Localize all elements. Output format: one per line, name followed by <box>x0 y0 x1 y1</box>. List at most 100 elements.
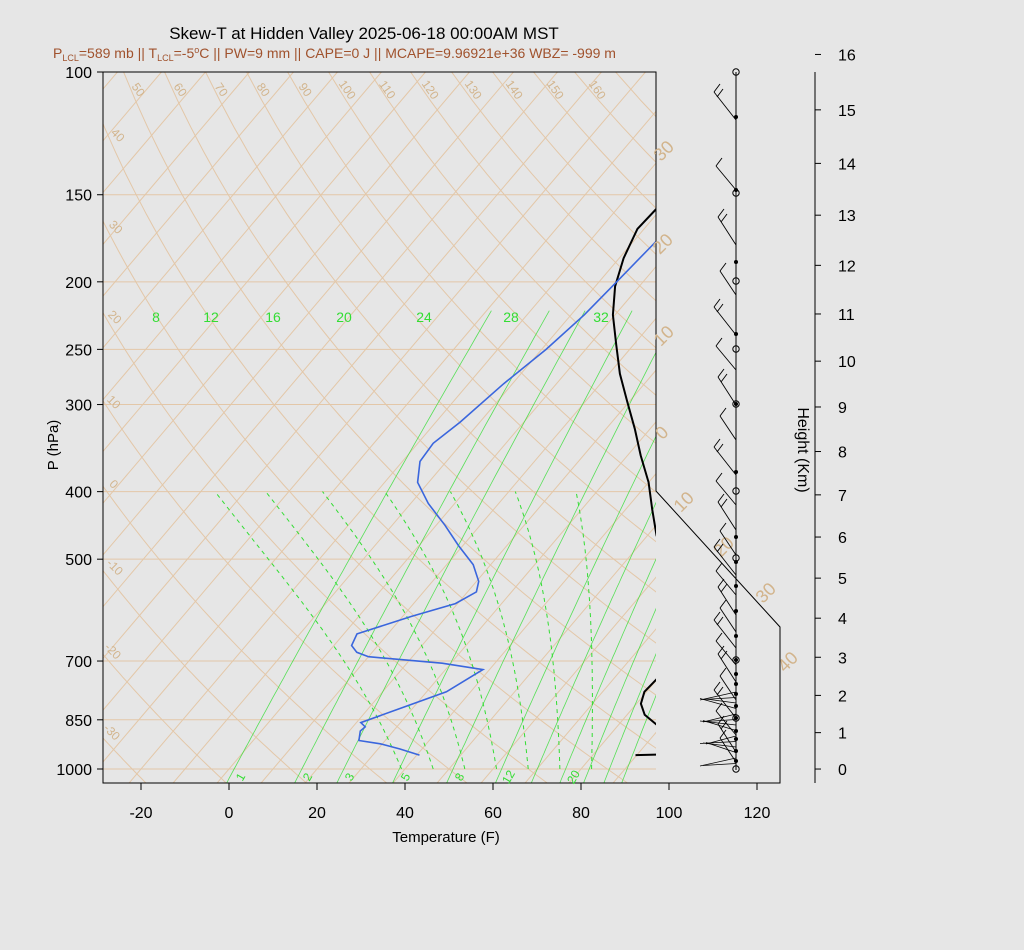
moist-adiabat-line <box>384 491 497 770</box>
dry-adiabat-line <box>287 72 656 493</box>
wind-barb-flag <box>715 157 723 167</box>
wind-level-circle <box>732 68 740 76</box>
wind-level-circle <box>732 277 740 285</box>
wind-barb-flag <box>719 667 727 677</box>
temperature-tick-label: 60 <box>484 805 502 822</box>
pressure-axis: 100 150 200 250 300 400 500 700 850 1000 <box>56 65 103 779</box>
dry-adiabat-line <box>615 72 656 118</box>
wind-level-dot <box>734 260 738 264</box>
isotherm-label: 100 <box>336 77 359 102</box>
mixing-ratio-line <box>495 435 656 783</box>
height-tick-label: 16 <box>838 47 856 64</box>
pressure-tick-label: 150 <box>65 188 92 205</box>
height-tick-label: 15 <box>838 103 856 120</box>
x-axis-label: Temperature (F) <box>392 829 500 846</box>
wind-level-circle <box>732 714 740 722</box>
pressure-tick-label: 400 <box>65 485 92 502</box>
isotherm-label: 50 <box>129 80 148 99</box>
isotherm-line <box>103 72 162 142</box>
mixing-ratio-top-label: 28 <box>503 309 519 325</box>
temperature-line <box>611 207 656 757</box>
wind-level-dot <box>734 682 738 686</box>
pressure-tick-label: 300 <box>65 398 92 415</box>
height-tick-label: 6 <box>838 530 847 547</box>
wind-barb-flag <box>713 611 721 621</box>
mixing-ratio-bottom-label: 20 <box>564 767 583 786</box>
dry-adiabat-line <box>103 122 656 749</box>
wind-barb-flag <box>717 208 725 218</box>
wind-barb-staff <box>702 720 737 731</box>
moist-adiabat-line <box>265 491 434 770</box>
wind-barb-staff <box>702 713 737 723</box>
wind-level-dot <box>734 634 738 638</box>
pressure-tick-label: 700 <box>65 654 92 671</box>
wind-barb-flag <box>719 599 727 609</box>
pressure-tick-label: 200 <box>65 275 92 292</box>
dry-adiabat-line <box>164 72 656 644</box>
wind-barb-flag <box>717 493 725 503</box>
isotherm-line <box>103 72 206 194</box>
wind-barb-flag <box>713 538 721 548</box>
pressure-tick-label: 850 <box>65 713 92 730</box>
wind-level-dot <box>734 672 738 676</box>
dry-adiabat-line <box>123 72 656 696</box>
isotherm-right-label: 30 <box>752 579 780 607</box>
dry-adiabat-label: -20 <box>102 640 124 662</box>
wind-barb-flag <box>717 578 725 588</box>
wind-barb-staff <box>705 742 737 753</box>
dry-adiabat-line <box>103 485 388 783</box>
isotherm-line <box>392 472 656 783</box>
mixing-ratio-bottom-label: 2 <box>300 770 316 783</box>
wind-barb-staff <box>717 501 737 531</box>
dry-adiabat-line <box>492 72 656 255</box>
isotherm-line <box>103 72 250 246</box>
wind-barb-flag <box>713 681 721 691</box>
subtitle-rest: C || PW=9 mm || CAPE=0 J || MCAPE=9.9692… <box>199 45 616 61</box>
subtitle-lcl-sub-2: LCL <box>157 53 174 63</box>
moist-adiabat-line <box>449 491 529 770</box>
mixing-ratio-bottom-label: 12 <box>499 767 518 786</box>
wind-barb-flag <box>720 373 728 383</box>
height-tick-label: 13 <box>838 208 856 225</box>
wind-level-circle <box>732 487 740 495</box>
wind-level-dot <box>734 692 738 696</box>
mixing-ratio-line <box>446 351 656 783</box>
wind-barb-staff <box>719 415 737 441</box>
dry-adiabat-line <box>103 311 549 783</box>
mixing-ratio-top-label: 8 <box>152 309 160 325</box>
isotherm-line <box>612 731 656 783</box>
mixing-ratio-line <box>583 607 656 783</box>
isotherm-line <box>103 72 382 401</box>
wind-barb-flag <box>716 303 724 313</box>
temperature-tick-label: 0 <box>225 805 234 822</box>
height-tick-label: 1 <box>838 726 847 743</box>
wind-barb-flag <box>713 298 721 308</box>
mixing-ratio-line <box>621 694 656 783</box>
mixing-ratio-line <box>530 501 656 783</box>
wind-barb-flag <box>717 645 725 655</box>
isotherm-label: 60 <box>171 80 190 99</box>
dry-adiabat-line <box>328 72 656 445</box>
isotherm-line <box>172 214 656 783</box>
wind-barb-staff <box>717 216 737 246</box>
wind-barb-flag <box>713 438 721 448</box>
wind-barb-flag <box>716 686 724 696</box>
subtitle-p-value: =589 mb || <box>79 45 149 61</box>
height-tick-label: 2 <box>838 688 847 705</box>
temperature-tick-label: 100 <box>656 805 683 822</box>
moist-adiabat-line <box>575 491 593 769</box>
wind-barb-flag <box>720 650 728 660</box>
height-tick-label: 0 <box>838 762 847 779</box>
isotherm-label: 150 <box>544 77 567 102</box>
wind-barb-flag <box>717 368 725 378</box>
isotherm-line <box>260 317 656 783</box>
wind-level-dot <box>734 609 738 613</box>
mixing-ratio-top-label: 12 <box>203 309 219 325</box>
isotherm-right-label: 10 <box>670 488 698 516</box>
isotherm-label: 130 <box>462 77 485 102</box>
mixing-ratio-line <box>559 558 656 783</box>
isotherm-label: 110 <box>376 78 399 102</box>
wind-barb-staff <box>715 165 737 191</box>
